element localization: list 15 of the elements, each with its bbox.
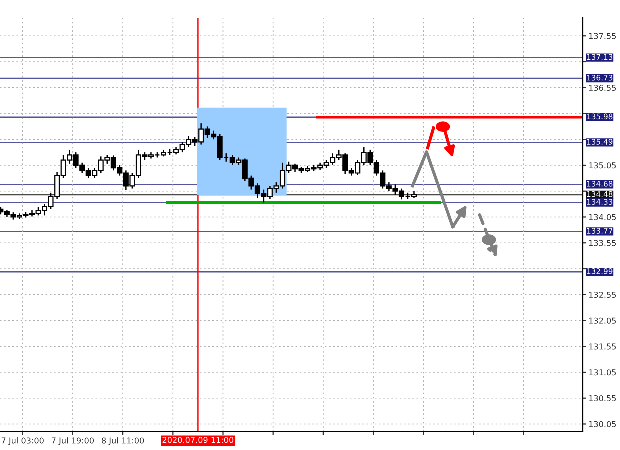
y-tick-label: 135.05 [589,162,616,169]
y-tick-label: 130.55 [589,395,616,402]
y-tick-label: 132.05 [589,318,616,324]
y-tick-label: 137.55 [589,33,616,40]
y-tick-label: 132.55 [589,292,616,298]
y-tick-label: 136.55 [589,84,616,92]
x-tick-label: 8 Jul 11:00 [102,438,144,446]
x-tick-label: 7 Jul 03:00 [2,438,44,446]
y-tick-label: 133.55 [589,240,616,246]
y-tick-label: 131.05 [589,370,616,376]
ref-line-label: 2020.07.09 11:00 [162,437,234,444]
y-tick-label: 131.55 [589,344,616,350]
x-tick-label: 7 Jul 19:00 [52,438,94,446]
y-tick-label: 134.05 [589,214,616,220]
y-tick-label: 130.05 [589,421,616,428]
